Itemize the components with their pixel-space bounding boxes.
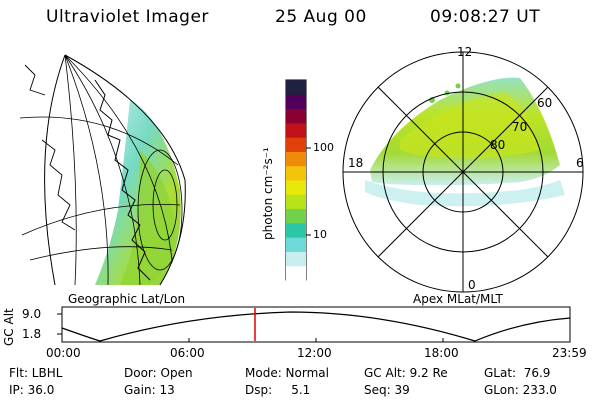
colorbar-segment xyxy=(286,94,306,110)
altitude-ytick-high: 9.0 xyxy=(22,307,42,321)
date-label: 25 Aug 00 xyxy=(275,7,367,27)
colorbar-segment xyxy=(286,151,306,167)
geo-panel-label: Geographic Lat/Lon xyxy=(68,292,186,306)
info-glon: GLon: 233.0 xyxy=(484,383,557,397)
colorbar-tick-10: 10 xyxy=(313,228,327,241)
instrument-title: Ultraviolet Imager xyxy=(46,7,209,27)
xtick-1200: 12:00 xyxy=(297,346,332,360)
xtick-1800: 18:00 xyxy=(424,346,459,360)
colorbar-segment xyxy=(286,251,306,267)
xtick-0000: 00:00 xyxy=(46,346,81,360)
apex-panel-label: Apex MLat/MLT xyxy=(413,292,503,306)
mlt-label-6: 6 xyxy=(576,156,584,170)
polar-plot xyxy=(342,51,584,293)
xtick-2359: 23:59 xyxy=(552,346,587,360)
mlt-label-12: 12 xyxy=(457,45,473,59)
info-door: Door: Open xyxy=(124,366,193,380)
lat-label-60: 60 xyxy=(537,96,553,110)
colorbar-unit-label: photon cm⁻²s⁻¹ xyxy=(261,147,275,240)
altitude-plot xyxy=(57,306,571,343)
info-mode: Mode: Normal xyxy=(245,366,329,380)
mlt-label-18: 18 xyxy=(348,156,364,170)
xtick-0600: 06:00 xyxy=(170,346,205,360)
colorbar-segment xyxy=(286,222,306,238)
altitude-ylabel: GC Alt xyxy=(2,308,16,346)
colorbar-segment xyxy=(286,194,306,210)
geographic-panel xyxy=(19,54,186,286)
lat-label-70: 70 xyxy=(512,120,528,134)
lat-label-80: 80 xyxy=(490,138,506,152)
colorbar-segment xyxy=(286,237,306,252)
info-gc-alt: GC Alt: 9.2 Re xyxy=(364,366,448,380)
info-dsp: Dsp: 5.1 xyxy=(245,383,311,397)
colorbar xyxy=(285,79,311,281)
colorbar-segment xyxy=(286,165,306,181)
colorbar-tick-100: 100 xyxy=(313,141,334,154)
info-ip: IP: 36.0 xyxy=(9,383,55,397)
mlt-label-0: 0 xyxy=(468,278,476,292)
colorbar-segment xyxy=(286,108,306,124)
info-filter: Flt: LBHL xyxy=(9,366,63,380)
altitude-ytick-low: 1.8 xyxy=(22,327,42,341)
colorbar-segment xyxy=(286,122,306,138)
time-label: 09:08:27 UT xyxy=(430,7,541,27)
colorbar-segment xyxy=(286,137,306,152)
info-seq: Seq: 39 xyxy=(364,383,410,397)
colorbar-segment xyxy=(286,180,306,195)
info-glat: GLat: 76.9 xyxy=(484,366,551,380)
colorbar-segment xyxy=(286,208,306,224)
colorbar-segment xyxy=(286,80,306,95)
colorbar-segment xyxy=(286,265,306,281)
info-gain: Gain: 13 xyxy=(124,383,175,397)
